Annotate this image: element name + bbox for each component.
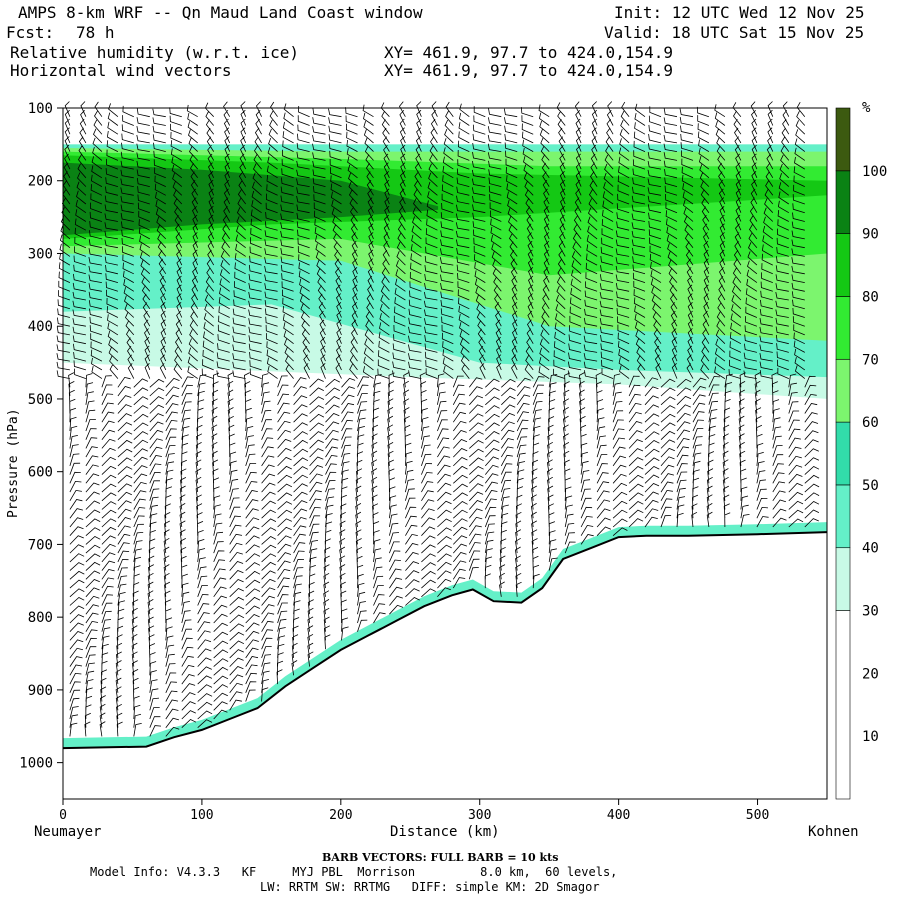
- terrain-line: [62, 531, 828, 750]
- y-tick-label: 600: [28, 465, 53, 481]
- colorbar-tick-label: 50: [862, 478, 879, 494]
- y-tick-label: 100: [28, 101, 53, 117]
- colorbar-tick-label: 100: [862, 164, 887, 180]
- forecast-hours: 78 h: [76, 23, 115, 42]
- field-name-wind: Horizontal wind vectors: [10, 61, 232, 80]
- colorbar-tick-label: 30: [862, 604, 879, 620]
- y-tick-label: 1000: [19, 756, 53, 772]
- x-tick-label: 500: [746, 808, 769, 823]
- colorbar-tick-label: 70: [862, 352, 879, 368]
- y-axis-title: Pressure (hPa): [6, 408, 21, 518]
- colorbar-bin-60: [835, 358, 851, 423]
- x-tick-label: 400: [607, 808, 630, 823]
- colorbar-tick-label: 10: [862, 729, 879, 745]
- field-name-rh: Relative humidity (w.r.t. ice): [10, 43, 299, 62]
- x-tick-label: 300: [468, 808, 491, 823]
- y-tick-label: 400: [28, 319, 53, 335]
- x-tick-label: 0: [59, 808, 67, 823]
- model-info: Model Info: V4.3.3 KF MYJ PBL Morrison 8…: [90, 865, 618, 879]
- plot-title: AMPS 8-km WRF -- Qn Maud Land Coast wind…: [18, 3, 423, 22]
- y-tick-label: 700: [28, 537, 53, 553]
- y-tick-label: 500: [28, 392, 53, 408]
- colorbar-bin-90: [835, 170, 851, 234]
- colorbar-bin-50: [835, 421, 851, 486]
- x-tick-label: 100: [190, 808, 213, 823]
- forecast-label: Fcst:: [6, 23, 55, 42]
- colorbar-bin-80: [835, 233, 851, 297]
- y-tick-label: 800: [28, 610, 53, 626]
- colorbar-tick-label: 40: [862, 541, 879, 557]
- model-info-physics: LW: RRTM SW: RRTMG DIFF: simple KM: 2D S…: [260, 880, 600, 894]
- x-tick-label: 200: [329, 808, 352, 823]
- xy-range-1: XY= 461.9, 97.7 to 424.0,154.9: [384, 43, 673, 62]
- colorbar-bin-0: [835, 610, 851, 800]
- y-tick-label: 900: [28, 683, 53, 699]
- xy-range-2: XY= 461.9, 97.7 to 424.0,154.9: [384, 61, 673, 80]
- colorbar-bin-30: [835, 547, 851, 611]
- wind-barbs: [56, 101, 820, 737]
- y-tick-label: 300: [28, 246, 53, 262]
- right-endpoint-label: Kohnen: [808, 824, 859, 840]
- init-time: Init: 12 UTC Wed 12 Nov 25: [614, 3, 865, 22]
- colorbar-tick-label: 90: [862, 227, 879, 243]
- colorbar-tick-label: 60: [862, 415, 879, 431]
- colorbar-bin-70: [835, 296, 851, 360]
- y-tick-label: 200: [28, 174, 53, 190]
- plot-frame: [62, 107, 828, 800]
- rh-layer-95: [63, 162, 439, 236]
- colorbar-unit: %: [862, 100, 871, 116]
- colorbar-tick-label: 20: [862, 666, 879, 682]
- barb-scale-note: BARB VECTORS: FULL BARB = 10 kts: [322, 851, 559, 864]
- left-endpoint-label: Neumayer: [34, 824, 102, 840]
- terrain-fill: [63, 532, 827, 799]
- valid-time: Valid: 18 UTC Sat 15 Nov 25: [604, 23, 865, 42]
- x-axis-title: Distance (km): [390, 824, 500, 840]
- colorbar-bin-40: [835, 484, 851, 549]
- colorbar-tick-label: 80: [862, 289, 879, 305]
- colorbar-bin-100: [835, 107, 851, 172]
